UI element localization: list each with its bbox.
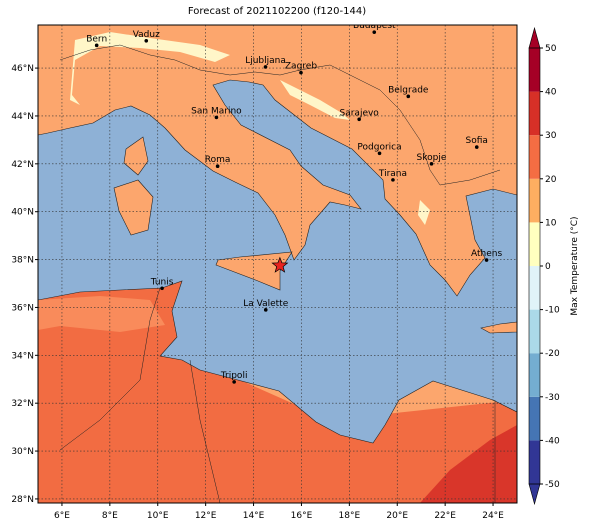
corsica	[123, 136, 149, 176]
pindus-cool	[418, 200, 430, 225]
colorbar-bin	[529, 48, 540, 92]
city-label: Skopje	[417, 153, 447, 163]
colorbar-tick-label: 20	[545, 175, 557, 185]
colorbar-bin	[529, 309, 540, 354]
x-tick-label: 8°E	[102, 511, 118, 521]
x-tick-label: 22°E	[434, 511, 456, 521]
colorbar-bin	[529, 178, 540, 223]
y-tick-label: 30°N	[11, 447, 34, 457]
colorbar-bin	[529, 396, 540, 441]
x-tick-label: 6°E	[54, 511, 70, 521]
city-label: Roma	[205, 155, 231, 165]
x-tick-label: 24°E	[482, 511, 504, 521]
alps-cool	[70, 32, 230, 105]
city-dot	[263, 65, 268, 69]
colorbar-tick-label: 30	[545, 131, 557, 141]
city-dot	[474, 145, 479, 149]
colorbar-tick-label: -40	[545, 436, 560, 446]
crete	[480, 321, 517, 334]
border	[59, 287, 161, 451]
city-dot	[391, 178, 395, 182]
city-dot	[144, 38, 149, 43]
y-tick-label: 38°N	[11, 256, 34, 266]
city-label: Sofia	[466, 136, 488, 146]
city-dot	[377, 151, 382, 156]
city-dot	[357, 117, 361, 122]
colorbar-extend-bottom	[528, 483, 541, 506]
city-label: Ljubljana	[245, 56, 286, 66]
y-tick-label: 42°N	[11, 160, 34, 170]
city-label: Tunis	[150, 277, 174, 287]
city-dot	[263, 308, 268, 312]
colorbar-tick-label: 0	[545, 262, 551, 272]
y-tick-label: 34°N	[11, 351, 34, 361]
city-label: Podgorica	[357, 142, 401, 152]
city-label: Bern	[86, 34, 107, 44]
y-tick-label: 36°N	[11, 303, 34, 313]
city-label: La Valette	[243, 299, 288, 309]
city-label: Sarajevo	[340, 108, 380, 118]
colorbar-tick-label: 10	[545, 218, 557, 228]
x-tick-label: 10°E	[147, 511, 169, 521]
grid	[38, 25, 517, 503]
city-label: Zagreb	[285, 62, 317, 72]
colorbar-bin	[529, 266, 540, 310]
colorbar-tick-label: -20	[545, 349, 560, 359]
map-title: Forecast of 2021102200 (f120-144)	[188, 6, 366, 17]
city-dot	[160, 286, 164, 291]
colorbar-bin	[529, 353, 540, 397]
city-label: Budapest	[353, 21, 396, 31]
colorbar-bin	[529, 222, 540, 266]
city-label: San Marino	[191, 106, 242, 116]
city-dot	[372, 30, 377, 34]
axes: 6°E 8°E 10°E 12°E 14°E 16°E 18°E 20°E 22°E 24°E 28…	[11, 64, 504, 521]
city-dot	[215, 164, 220, 169]
colorbar-label: Max Temperature (°C)	[570, 216, 580, 315]
map-frame	[37, 24, 518, 504]
colorbar-tick-label: -10	[545, 306, 560, 316]
city-label: Athens	[471, 249, 502, 259]
city-dot	[214, 115, 219, 120]
city-dot	[484, 258, 489, 262]
city-dot	[406, 94, 411, 99]
y-tick-label: 40°N	[11, 208, 34, 218]
city-label: Belgrade	[388, 85, 429, 95]
colorbar-tick-label: 50	[545, 44, 557, 54]
colorbar-tick-label: -30	[545, 393, 560, 403]
sardinia	[113, 179, 154, 236]
city-dot	[429, 162, 434, 166]
africa-patch	[38, 296, 165, 332]
colorbar-tick-label: -50	[545, 480, 560, 490]
city-label: Vaduz	[133, 30, 160, 40]
city-dot	[94, 43, 99, 48]
y-tick-label: 28°N	[11, 495, 34, 505]
y-tick-label: 46°N	[11, 64, 34, 74]
y-tick-label: 44°N	[11, 112, 34, 122]
x-tick-label: 20°E	[386, 511, 408, 521]
colorbar-bin	[529, 91, 540, 136]
dinaric-cool	[280, 80, 350, 120]
colorbar-extend-top	[528, 26, 541, 49]
x-tick-label: 14°E	[243, 511, 265, 521]
city-label: Tirana	[378, 169, 407, 179]
colorbar: -50 -40 -30 -20 -10 0 10 20 30 40 50 Max Temperatur…	[528, 26, 580, 506]
sicily	[215, 251, 293, 291]
x-tick-label: 18°E	[339, 511, 361, 521]
x-tick-label: 16°E	[291, 511, 313, 521]
city-dot	[232, 380, 236, 384]
border	[59, 44, 501, 186]
city-dot	[299, 70, 303, 75]
location-star	[271, 256, 289, 273]
colorbar-bin	[529, 440, 540, 484]
y-tick-label: 32°N	[11, 399, 34, 409]
border	[189, 359, 221, 503]
city-label: Tripoli	[220, 371, 248, 381]
x-tick-label: 12°E	[195, 511, 217, 521]
colorbar-tick-label: 40	[545, 88, 557, 98]
colorbar-bin	[529, 135, 540, 179]
